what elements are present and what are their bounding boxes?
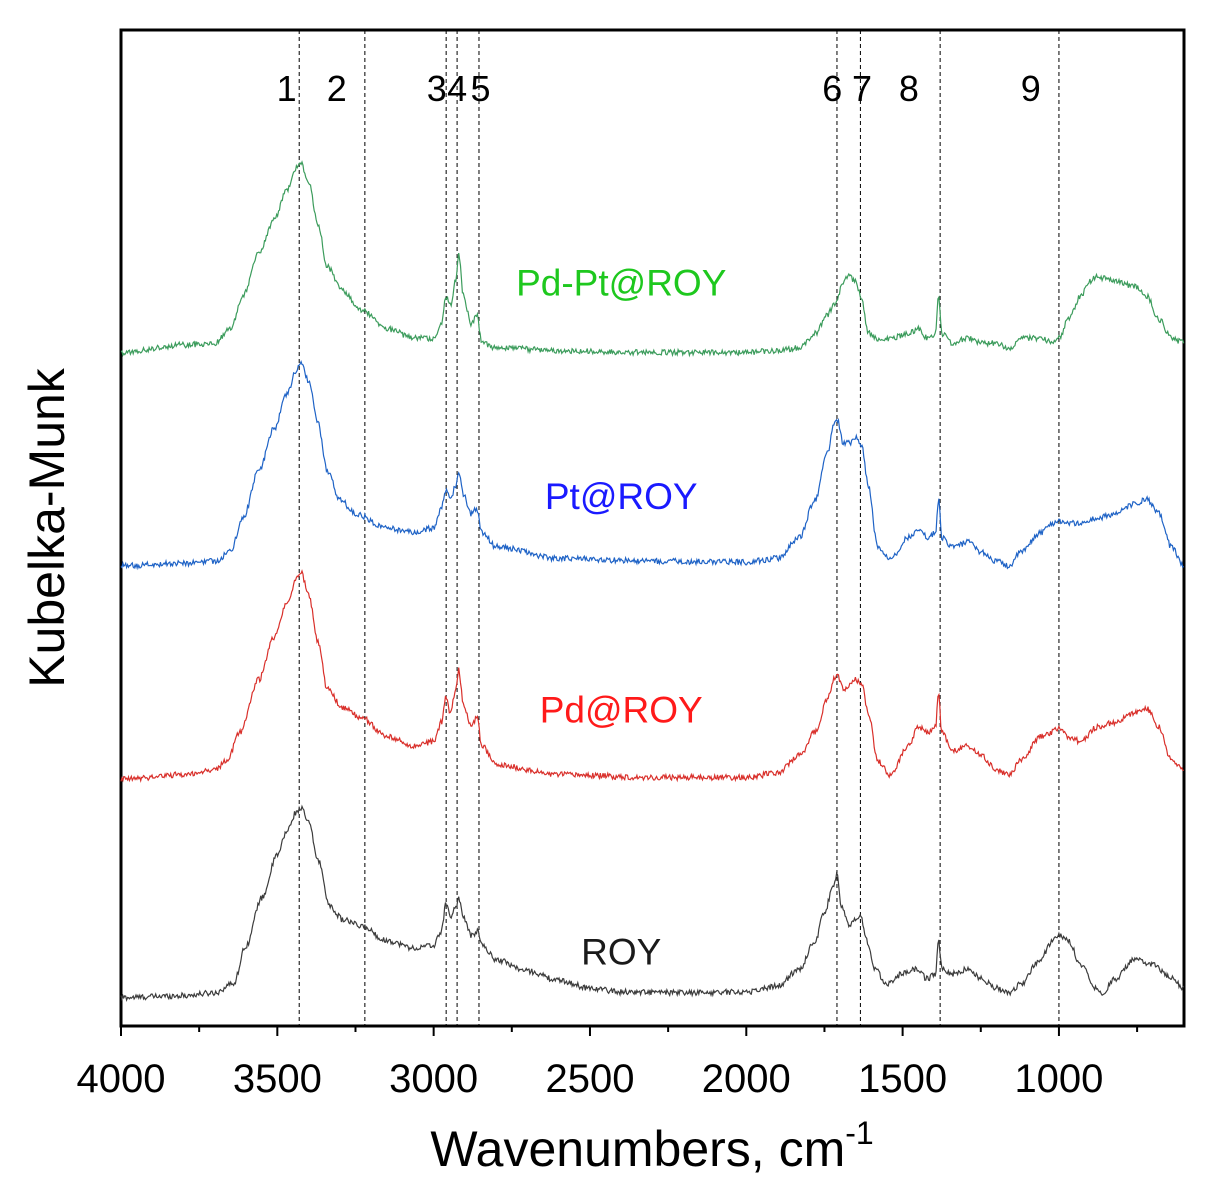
- reference-line-label-9: 9: [1021, 68, 1041, 109]
- x-axis: 4000 3500 3000 2500 2000 1500 1000: [77, 1026, 1139, 1101]
- x-tick-label: 3000: [389, 1057, 478, 1101]
- series-label-pt-roy: Pt@ROY: [545, 476, 698, 517]
- reference-line-label-2: 2: [327, 68, 347, 109]
- x-axis-title: Wavenumbers, cm-1: [430, 1115, 873, 1177]
- spectra-series: [120, 160, 1185, 1002]
- x-axis-title-superscript: -1: [845, 1115, 873, 1151]
- series-label-roy: ROY: [581, 931, 661, 972]
- x-tick-label: 2000: [702, 1057, 791, 1101]
- x-tick-label: 3500: [233, 1057, 322, 1101]
- reference-line-label-3: 3: [427, 68, 447, 109]
- reference-line-label-6: 6: [822, 68, 842, 109]
- x-tick-label: 4000: [77, 1057, 166, 1101]
- x-tick-label: 1500: [858, 1057, 947, 1101]
- series-line-pt-roy: [120, 360, 1185, 571]
- y-axis-title: Kubelka-Munk: [19, 367, 75, 688]
- series-line-pd-roy: [120, 569, 1184, 783]
- x-tick-label: 1000: [1014, 1057, 1103, 1101]
- reference-line-label-4: 4: [447, 68, 467, 109]
- reference-line-label-8: 8: [899, 68, 919, 109]
- plot-frame: [119, 28, 1186, 1028]
- reference-line-label-5: 5: [471, 68, 491, 109]
- series-line-roy: [120, 804, 1185, 1002]
- series-label-pd-roy: Pd@ROY: [540, 689, 703, 730]
- reference-lines: [298, 30, 1060, 1026]
- series-label-pd-pt-roy: Pd-Pt@ROY: [516, 263, 726, 304]
- series-labels: ROY Pd@ROY Pt@ROY Pd-Pt@ROY: [516, 263, 726, 973]
- series-line-pd-pt-roy: [120, 160, 1185, 358]
- reference-line-label-1: 1: [277, 68, 297, 109]
- x-axis-title-text: Wavenumbers, cm: [430, 1121, 845, 1177]
- reference-line-label-7: 7: [852, 68, 872, 109]
- x-tick-label: 2500: [545, 1057, 634, 1101]
